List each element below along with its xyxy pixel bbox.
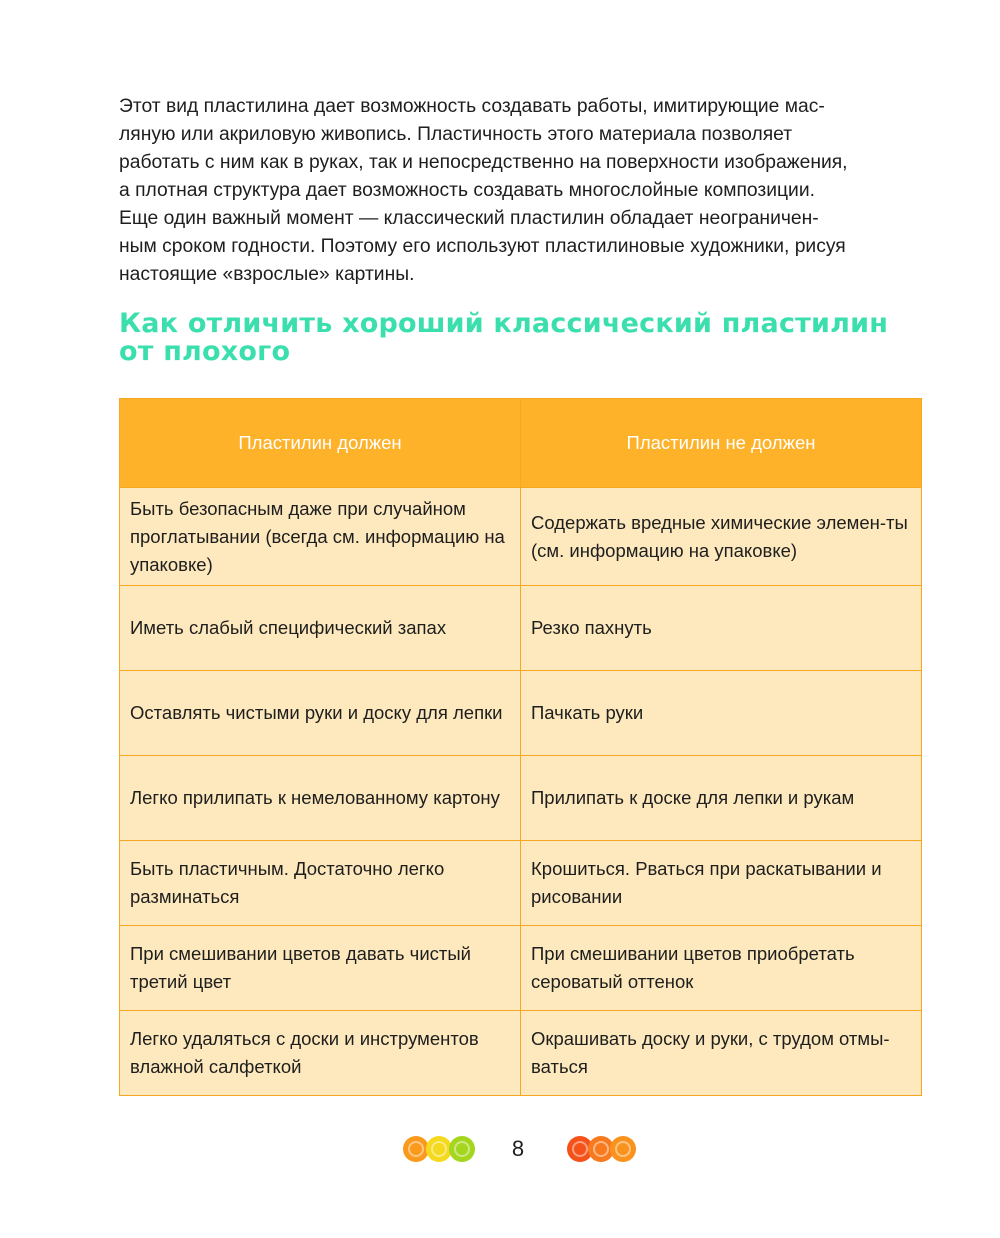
swirl-icon (449, 1136, 475, 1162)
comparison-table: Пластилин должен Пластилин не должен Быт… (119, 398, 922, 1096)
paragraph-line: а плотная структура дает возможность соз… (119, 180, 815, 201)
cell-should: Быть пластичным. Достаточно легко размин… (119, 840, 521, 926)
cell-should: Иметь слабый специфический запах (119, 585, 521, 671)
cell-should-not: При смешивании цветов приобретать серова… (520, 925, 922, 1011)
swirl-icon (610, 1136, 636, 1162)
swirl-icon (426, 1136, 452, 1162)
heading-line-2: от плохого (119, 336, 291, 367)
swirl-icon (588, 1136, 614, 1162)
section-heading: Как отличить хороший классический пласти… (119, 310, 919, 366)
body-paragraph: Этот вид пластилина дает возможность соз… (119, 93, 929, 289)
cell-should: Легко удаляться с доски и инструментов в… (119, 1010, 521, 1096)
cell-should-not: Прилипать к доске для лепки и рукам (520, 755, 922, 841)
page-number: 8 (511, 1136, 525, 1161)
cell-should: При смешивании цветов давать чистый трет… (119, 925, 521, 1011)
cell-should-not: Резко пахнуть (520, 585, 922, 671)
paragraph-line: ляную или акриловую живопись. Пластичнос… (119, 124, 793, 145)
paragraph-line: Еще один важный момент — классический пл… (119, 208, 819, 229)
heading-line-1: Как отличить хороший классический пласти… (119, 308, 889, 339)
table-row: Иметь слабый специфический запах Резко па… (119, 585, 922, 671)
page-footer: 8 (0, 1130, 1000, 1170)
table-header-row: Пластилин должен Пластилин не должен (119, 398, 922, 488)
table-row: При смешивании цветов давать чистый трет… (119, 925, 922, 1011)
cell-should: Легко прилипать к немелованному картону (119, 755, 521, 841)
header-should: Пластилин должен (119, 398, 521, 488)
paragraph-line: ным сроком годности. Поэтому его использ… (119, 236, 846, 257)
cell-should-not: Окрашивать доску и руки, с трудом отмы-в… (520, 1010, 922, 1096)
header-should-not: Пластилин не должен (520, 398, 922, 488)
cell-should: Быть безопасным даже при случайном прогл… (119, 487, 521, 586)
paragraph-line: работать с ним как в руках, так и непоср… (119, 152, 848, 173)
table-row: Легко удаляться с доски и инструментов в… (119, 1010, 922, 1096)
cell-should: Оставлять чистыми руки и доску для лепки (119, 670, 521, 756)
table-row: Легко прилипать к немелованному картону П… (119, 755, 922, 841)
cell-should-not: Крошиться. Рваться при раскатывании и ри… (520, 840, 922, 926)
table-row: Быть безопасным даже при случайном прогл… (119, 487, 922, 586)
table-row: Оставлять чистыми руки и доску для лепки… (119, 670, 922, 756)
swirl-icon (403, 1136, 429, 1162)
table-row: Быть пластичным. Достаточно легко размин… (119, 840, 922, 926)
cell-should-not: Содержать вредные химические элемен-ты (… (520, 487, 922, 586)
cell-should-not: Пачкать руки (520, 670, 922, 756)
paragraph-line: Этот вид пластилина дает возможность соз… (119, 96, 825, 117)
paragraph-line: настоящие «взрослые» картины. (119, 264, 415, 285)
